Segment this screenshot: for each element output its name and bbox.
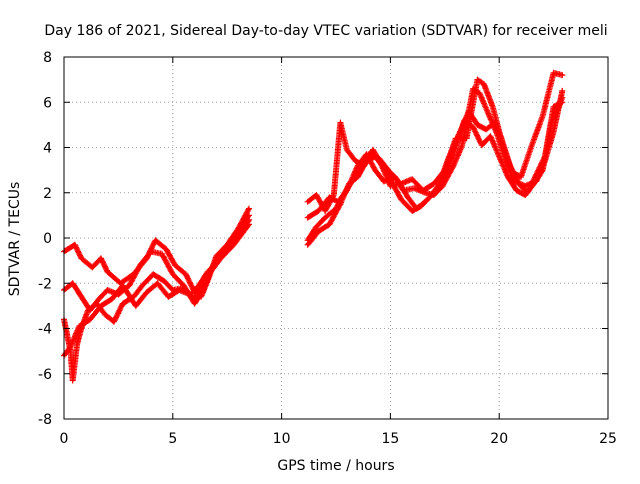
x-axis-label: GPS time / hours bbox=[277, 458, 394, 474]
ticks: 0 5 10 15 20 25 -8 -6 -4 -2 0 2 4 6 8 bbox=[38, 50, 617, 447]
y-axis-label: SDTVAR / TECUs bbox=[7, 182, 23, 297]
x-tick-label: 0 bbox=[60, 431, 69, 447]
y-tick-label: 6 bbox=[43, 95, 52, 111]
y-tick-label: 4 bbox=[43, 141, 52, 157]
x-tick-label: 5 bbox=[168, 431, 177, 447]
y-tick-label: -6 bbox=[38, 367, 52, 383]
x-tick-label: 20 bbox=[490, 431, 508, 447]
grid bbox=[64, 57, 608, 419]
x-tick-label: 25 bbox=[599, 431, 617, 447]
series-8 bbox=[304, 99, 566, 248]
y-tick-label: 2 bbox=[43, 186, 52, 202]
chart-title: Day 186 of 2021, Sidereal Day-to-day VTE… bbox=[44, 23, 607, 39]
y-tick-label: -2 bbox=[38, 276, 52, 292]
x-tick-label: 10 bbox=[273, 431, 291, 447]
data-point-markers bbox=[304, 99, 566, 248]
y-tick-label: 0 bbox=[43, 231, 52, 247]
x-tick-label: 15 bbox=[381, 431, 399, 447]
data-points bbox=[61, 69, 566, 384]
y-tick-label: -8 bbox=[38, 412, 52, 428]
y-tick-label: -4 bbox=[38, 322, 52, 338]
y-tick-label: 8 bbox=[43, 50, 52, 66]
